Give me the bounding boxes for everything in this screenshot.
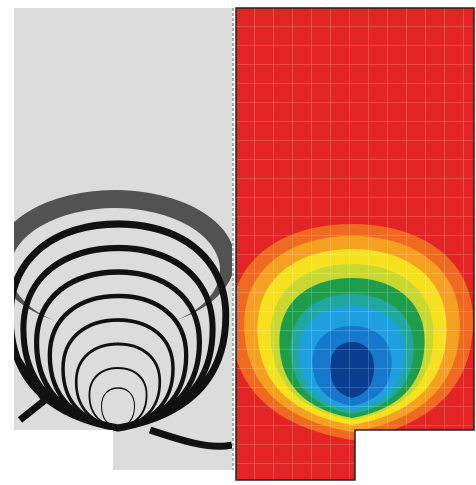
figure [0,0,476,485]
contour-plot [231,8,474,480]
photoelastic-photo [0,8,235,470]
mesh-grid [236,8,474,480]
